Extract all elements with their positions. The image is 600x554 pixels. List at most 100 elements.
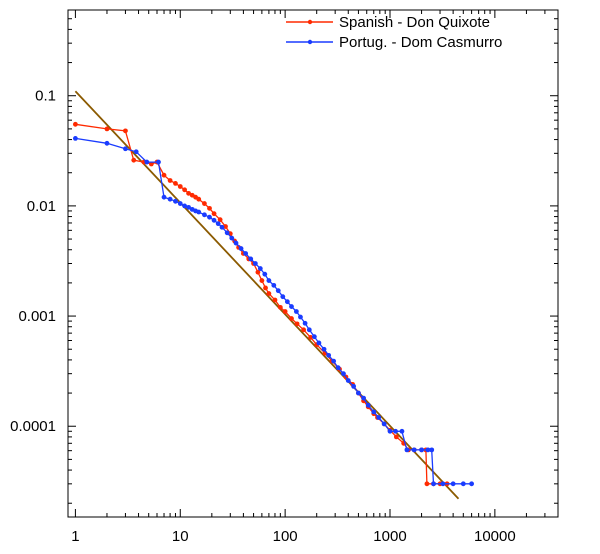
data-point: [219, 224, 225, 230]
data-point: [104, 126, 110, 132]
data-point: [351, 383, 357, 389]
data-point: [272, 297, 278, 303]
data-point: [321, 346, 327, 352]
data-point: [440, 481, 446, 487]
data-point: [177, 184, 183, 189]
data-point: [316, 340, 322, 346]
legend: Spanish - Don Quixote Portug. - Dom Casm…: [286, 14, 502, 51]
data-point: [211, 217, 217, 223]
y-tick-label: 0.0001: [10, 418, 56, 435]
data-point: [202, 201, 207, 206]
data-point: [345, 378, 351, 383]
data-point: [233, 240, 239, 246]
data-point: [156, 159, 161, 165]
data-point: [294, 321, 300, 327]
y-tick-label: 0.1: [35, 88, 56, 105]
data-point: [259, 278, 265, 283]
data-point: [217, 217, 223, 223]
data-point: [123, 128, 128, 134]
data-point: [365, 402, 371, 408]
data-point: [73, 135, 78, 141]
data-point: [393, 428, 398, 434]
data-point: [144, 159, 150, 165]
data-point: [186, 204, 191, 210]
x-tick-label: 10000: [474, 528, 516, 545]
data-point: [469, 481, 475, 487]
data-point: [308, 335, 314, 340]
legend-label-portuguese: Portug. - Dom Casmurro: [339, 34, 502, 51]
data-point: [161, 194, 167, 200]
data-point: [356, 390, 361, 396]
data-point: [173, 181, 178, 186]
data-point: [361, 395, 366, 401]
data-point: [255, 269, 261, 275]
data-point: [450, 481, 456, 487]
data-point: [306, 327, 312, 333]
data-point: [399, 428, 405, 434]
data-point: [460, 481, 466, 487]
data-point: [177, 201, 183, 206]
data-point: [238, 246, 244, 251]
data-point: [207, 205, 212, 211]
x-tick-label: 100: [273, 528, 298, 545]
data-point: [211, 211, 217, 217]
x-tick-label: 10: [172, 528, 189, 545]
legend-marker-portuguese: [307, 39, 313, 45]
data-point: [271, 282, 277, 288]
data-point: [215, 221, 221, 227]
data-point: [326, 352, 332, 358]
data-point: [404, 447, 410, 453]
data-point: [282, 309, 288, 314]
data-point: [133, 149, 139, 155]
data-point: [393, 434, 399, 440]
data-point: [167, 196, 173, 202]
data-point: [425, 447, 431, 453]
data-point: [311, 334, 317, 340]
data-point: [161, 172, 167, 178]
data-point: [335, 365, 341, 371]
legend-marker-spanish: [307, 19, 313, 25]
data-point: [298, 314, 303, 320]
data-point: [431, 481, 436, 487]
data-point: [302, 320, 308, 326]
data-point: [301, 327, 306, 333]
data-point: [424, 481, 430, 487]
data-point: [131, 157, 137, 163]
data-point: [104, 140, 110, 146]
data-point: [331, 358, 337, 364]
data-point: [123, 146, 128, 152]
data-point: [341, 371, 346, 377]
data-point: [381, 421, 387, 427]
data-point: [419, 447, 424, 453]
data-point: [289, 316, 294, 321]
data-point: [224, 230, 230, 236]
data-point: [429, 447, 435, 453]
data-point: [243, 251, 249, 256]
data-point: [248, 256, 254, 262]
data-point: [376, 415, 382, 420]
series-layer: [73, 90, 475, 500]
data-point: [284, 299, 290, 305]
data-point: [266, 291, 272, 296]
data-point: [229, 235, 235, 241]
data-point: [277, 304, 283, 310]
data-point: [186, 190, 191, 196]
x-tick-label: 1: [71, 528, 79, 545]
data-point: [196, 209, 202, 215]
data-point: [167, 178, 173, 183]
data-point: [182, 187, 188, 193]
data-point: [182, 203, 188, 209]
data-point: [252, 261, 258, 266]
data-point: [173, 198, 178, 204]
data-point: [266, 278, 272, 283]
data-point: [262, 271, 268, 277]
data-point: [263, 285, 268, 291]
data-point: [280, 294, 286, 300]
data-point: [371, 409, 377, 415]
data-point: [196, 196, 202, 202]
data-point: [293, 309, 299, 314]
y-tick-label: 0.01: [27, 198, 56, 215]
data-point: [73, 121, 78, 127]
data-point: [387, 428, 393, 434]
data-point: [207, 214, 212, 220]
